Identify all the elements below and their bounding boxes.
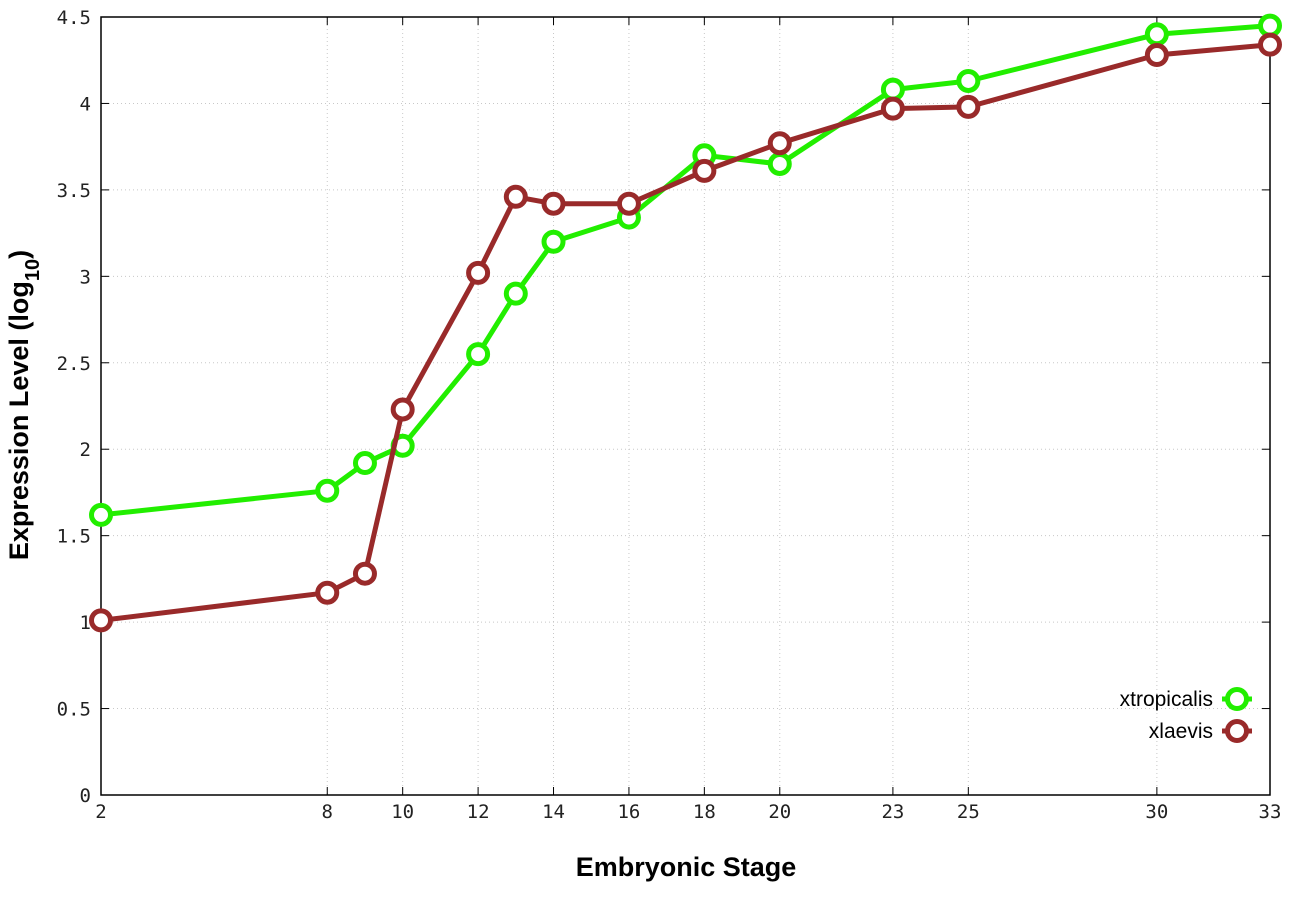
legend-label-xtropicalis: xtropicalis xyxy=(1120,688,1213,711)
legend-marker-xlaevis xyxy=(1225,719,1249,743)
data-point-xlaevis xyxy=(315,580,340,605)
y-tick-label: 2.5 xyxy=(57,353,91,375)
y-axis-title-main: Expression Level (log xyxy=(4,281,34,560)
legend-label-xlaevis: xlaevis xyxy=(1149,720,1213,743)
legend-marker-xtropicalis xyxy=(1225,687,1249,711)
data-point-xtropicalis xyxy=(352,451,377,476)
y-axis-title-close: ) xyxy=(4,250,34,259)
axis-ticks: 0 0.5 1 1.5 2 2.5 3 3.5 4 4.5 2 8 10 12 14 16 18 20 23 25 30… xyxy=(57,7,1282,823)
data-point-xlaevis xyxy=(1144,43,1169,68)
series-line-xlaevis xyxy=(100,42,1271,623)
x-tick-label: 8 xyxy=(322,801,333,823)
x-tick-label: 20 xyxy=(768,801,791,823)
x-tick-label: 18 xyxy=(693,801,716,823)
data-point-xtropicalis xyxy=(89,502,113,527)
data-point-xlaevis xyxy=(956,94,981,119)
y-tick-label: 3.5 xyxy=(57,180,91,202)
data-point-xtropicalis xyxy=(956,68,981,93)
y-tick-label: 4 xyxy=(80,93,91,115)
data-point-xlaevis xyxy=(692,158,717,183)
grid xyxy=(101,17,1270,795)
data-point-xlaevis xyxy=(390,397,415,422)
data-point-xtropicalis xyxy=(466,342,491,367)
x-tick-label: 23 xyxy=(881,801,904,823)
y-tick-label: 1 xyxy=(80,612,91,634)
x-tick-label: 12 xyxy=(467,801,490,823)
data-point-xlaevis xyxy=(352,561,377,586)
x-tick-label: 16 xyxy=(617,801,640,823)
data-point-xtropicalis xyxy=(1144,22,1169,47)
data-point-xlaevis xyxy=(89,608,113,633)
y-tick-label: 2 xyxy=(80,439,91,461)
data-point-xtropicalis xyxy=(315,478,340,503)
legend: xtropicalis xlaevis xyxy=(1120,687,1252,743)
x-tick-label: 33 xyxy=(1259,801,1282,823)
data-point-xtropicalis xyxy=(1258,13,1282,38)
data-point-xtropicalis xyxy=(541,229,566,254)
data-point-xlaevis xyxy=(1258,32,1282,57)
y-axis-title-subscript: 10 xyxy=(22,259,44,281)
data-point-xlaevis xyxy=(503,184,528,209)
x-tick-label: 14 xyxy=(542,801,565,823)
plot-area-frame xyxy=(100,16,1271,796)
x-tick-label: 2 xyxy=(95,801,106,823)
x-axis-title: Embryonic Stage xyxy=(576,852,797,882)
data-point-xlaevis xyxy=(616,191,641,216)
data-point-xtropicalis xyxy=(880,77,905,102)
x-tick-label: 25 xyxy=(957,801,980,823)
series-line-xtropicalis xyxy=(100,23,1271,518)
data-point-xlaevis xyxy=(880,96,905,121)
series-group xyxy=(89,13,1282,633)
y-tick-label: 0.5 xyxy=(57,699,91,721)
y-tick-label: 3 xyxy=(80,266,91,288)
y-tick-label: 4.5 xyxy=(57,7,91,29)
data-point-xtropicalis xyxy=(503,281,528,306)
data-point-xlaevis xyxy=(466,260,491,285)
y-tick-label: 0 xyxy=(80,785,91,807)
x-tick-label: 30 xyxy=(1145,801,1168,823)
data-point-xtropicalis xyxy=(767,151,792,176)
y-axis-title: Expression Level (log10) xyxy=(4,250,44,560)
data-point-xlaevis xyxy=(767,131,792,156)
x-tick-label: 10 xyxy=(391,801,414,823)
y-tick-label: 1.5 xyxy=(57,526,91,548)
data-point-xlaevis xyxy=(541,191,566,216)
